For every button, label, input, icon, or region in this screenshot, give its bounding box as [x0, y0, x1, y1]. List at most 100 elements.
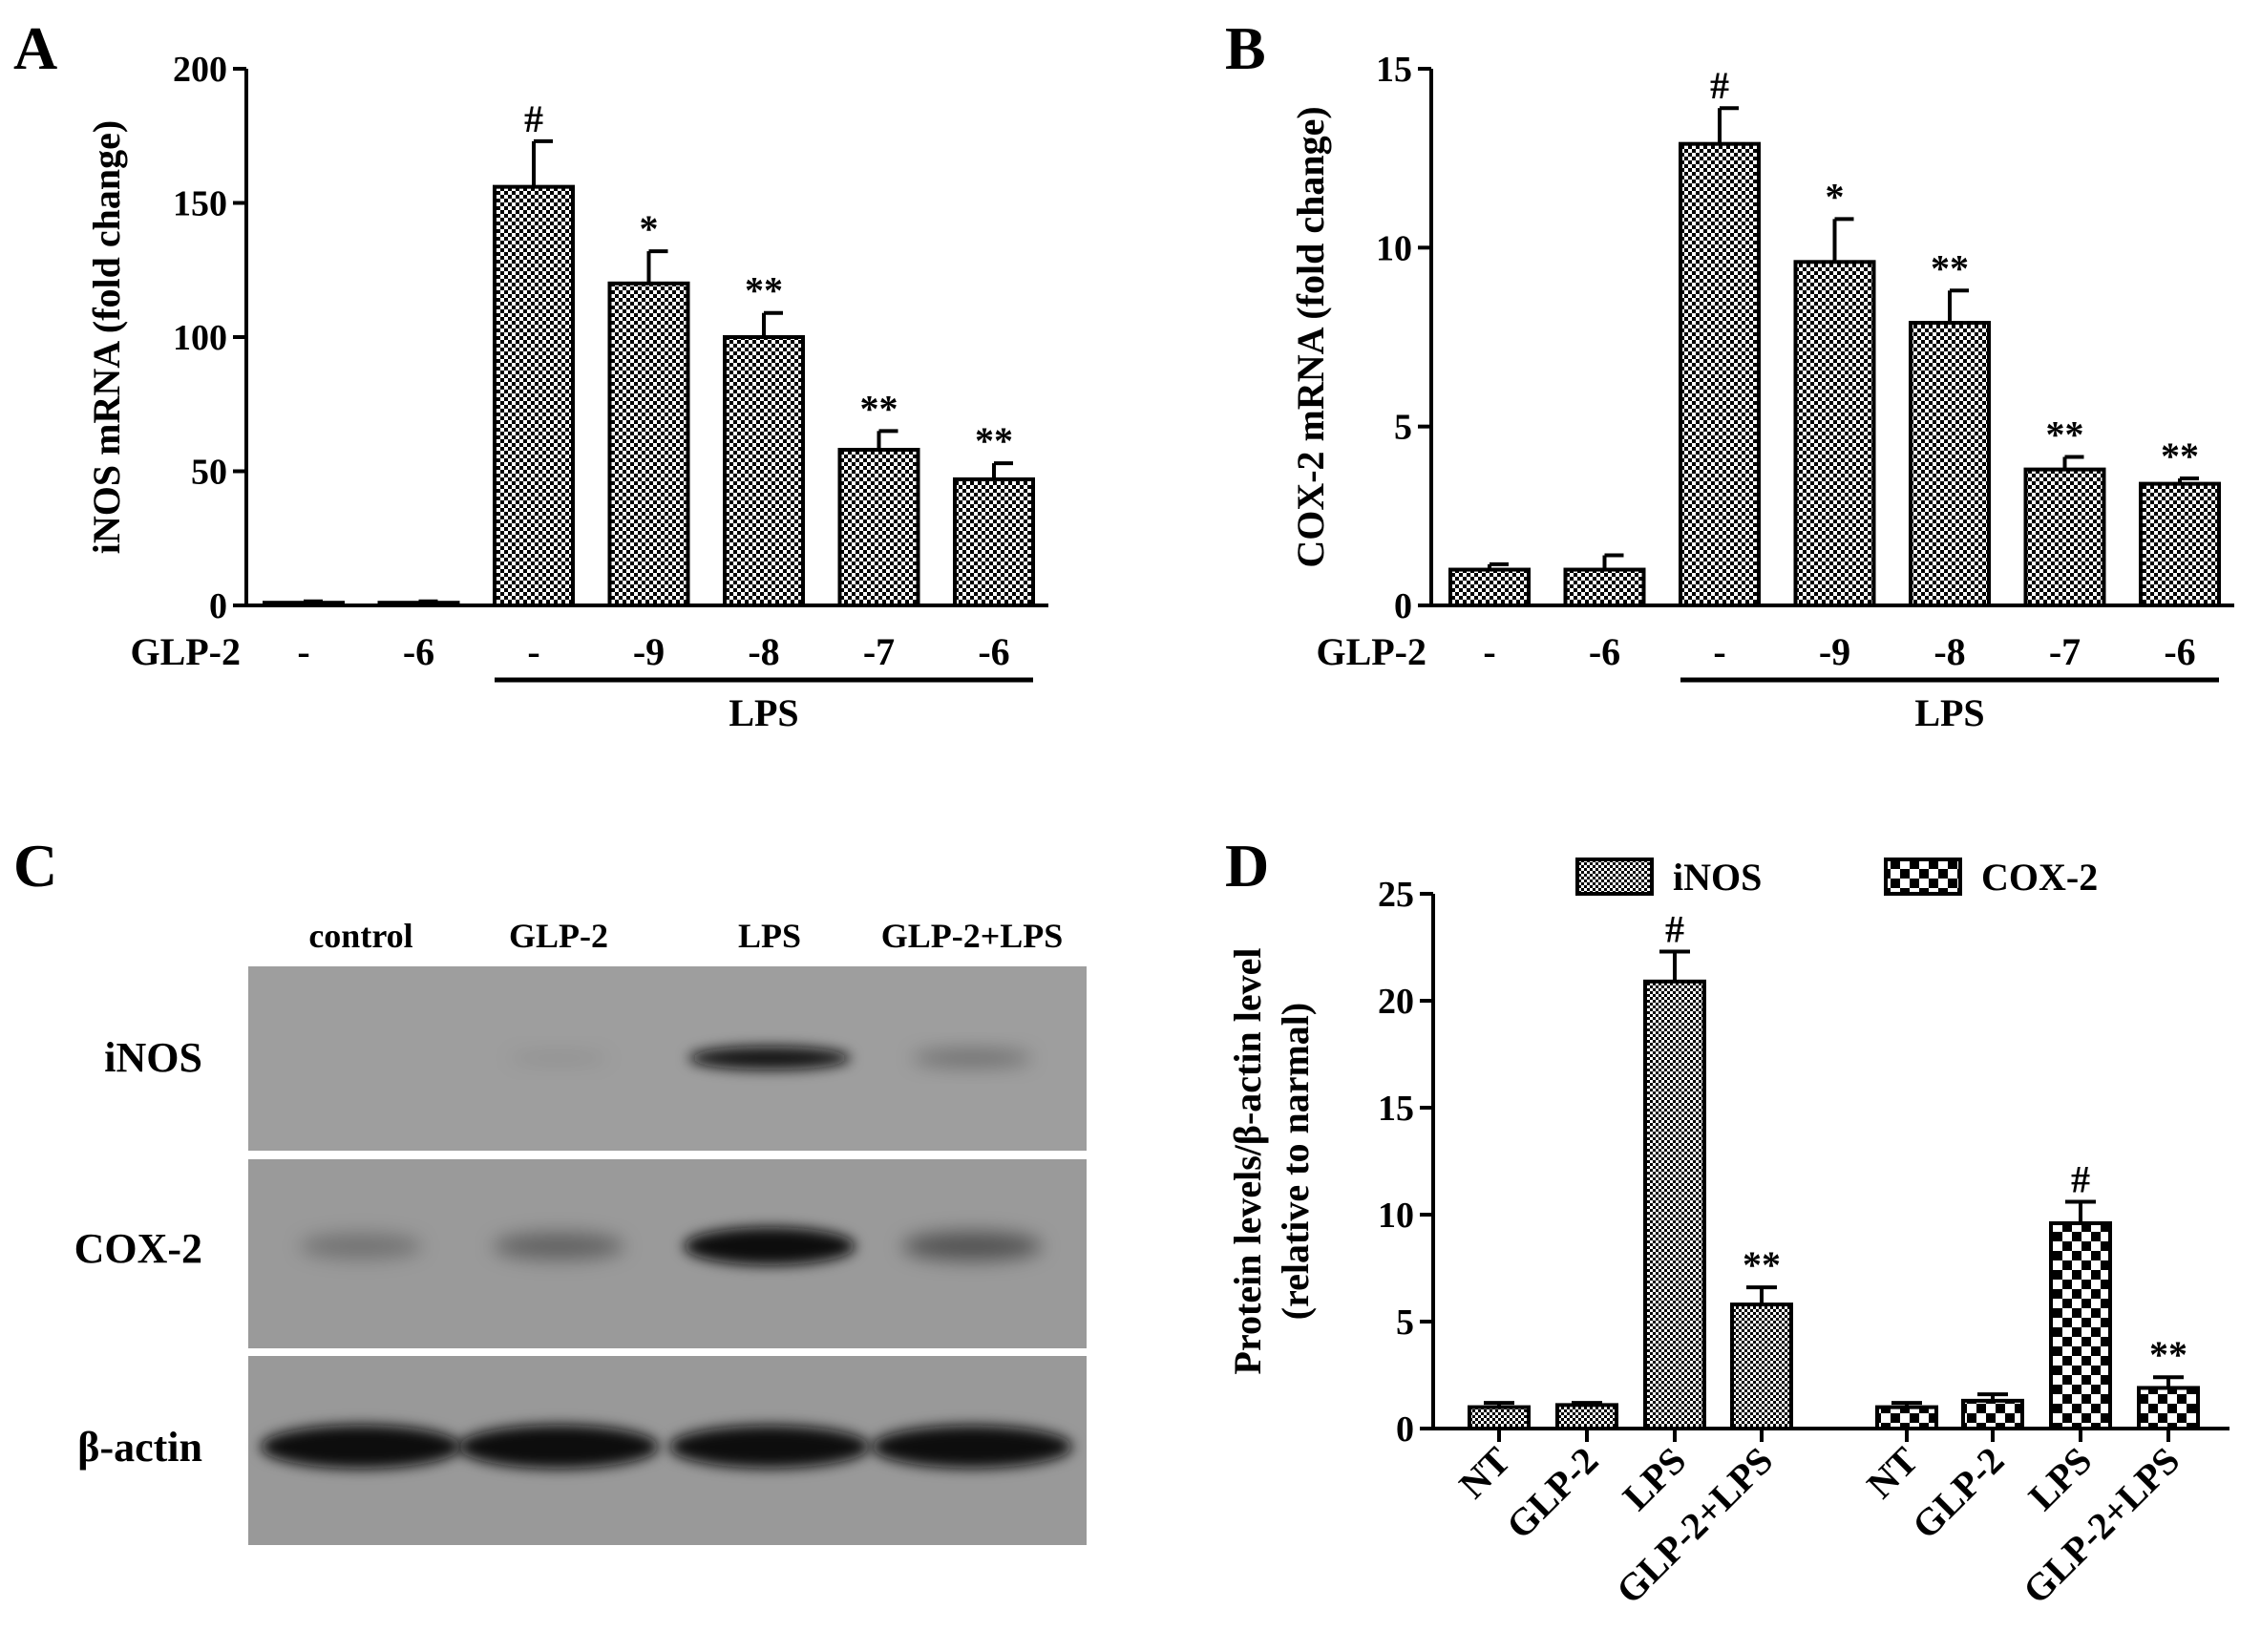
panel-b-significance-mark: * [1826, 175, 1845, 218]
blot-band [684, 1227, 856, 1265]
panel-a-category-label: -9 [633, 630, 665, 673]
panel-d-category-label: GLP-2 [1904, 1439, 2013, 1548]
panel-d-chart: 0 5 10 15 20 25 Protein levels/β-actin level (r… [1226, 856, 2229, 1612]
panel-a-y-tick-label: 50 [191, 453, 227, 493]
panel-d-y-tick-label: 5 [1396, 1303, 1414, 1343]
blot-band [688, 1046, 851, 1070]
panel-a-category-label: - [527, 630, 539, 673]
panel-d-category-label: NT [1450, 1438, 1518, 1506]
panel-b-category-label: -9 [1819, 630, 1850, 673]
panel-a-significance-mark: # [524, 97, 543, 140]
panel-d-legend-swatch [1575, 858, 1654, 896]
panel-c-western-blot: control GLP-2 LPS GLP-2+LPS iNOS COX-2 β… [74, 917, 1087, 1545]
lane-label-glp2: GLP-2 [509, 917, 608, 955]
lane-label-control: control [308, 917, 412, 955]
panel-d-y-tick-label: 15 [1378, 1089, 1414, 1129]
blot-row-label-inos: iNOS [104, 1034, 202, 1081]
blot-row-label-actin: β-actin [77, 1424, 202, 1471]
panel-d-category-label: NT [1858, 1438, 1926, 1506]
panel-b-significance-mark: ** [2161, 434, 2199, 477]
panel-letter-b: B [1225, 14, 1266, 82]
panel-d-bar [1555, 1403, 1618, 1430]
panel-a-bar [837, 448, 920, 607]
panel-b-bar [1679, 141, 1761, 607]
panel-a-category-label: - [297, 630, 309, 673]
panel-letter-c: C [13, 832, 57, 900]
lane-label-lps: LPS [738, 917, 801, 955]
blot-band [669, 1425, 870, 1469]
panel-d-significance-mark: # [1665, 907, 1684, 950]
panel-d-significance-mark: ** [2149, 1333, 2187, 1376]
blot-bands [261, 1046, 1072, 1469]
panel-a-category-label: -8 [748, 630, 779, 673]
blot-band [458, 1425, 659, 1469]
panel-a-row-label: GLP-2 [130, 630, 241, 673]
panel-b-bar [2139, 481, 2221, 608]
panel-b-chart: 0 5 10 15 COX-2 mRNA (fold change) - -6 # - * -9 **… [1289, 50, 2234, 734]
panel-a-bar [953, 477, 1035, 607]
panel-b-category-label: -7 [2049, 630, 2081, 673]
panel-a-category-label: -6 [403, 630, 434, 673]
panel-b-significance-mark: ** [2046, 413, 2084, 456]
panel-d-y-tick-label: 10 [1378, 1196, 1414, 1236]
panel-b-bar [1563, 567, 1646, 607]
panel-d-bar [1643, 979, 1706, 1430]
panel-b-category-label: - [1713, 630, 1725, 673]
panel-d-significance-mark: ** [1743, 1243, 1781, 1286]
blot-band [506, 1050, 611, 1066]
panel-b-bar [2023, 467, 2106, 608]
panel-d-bar [2137, 1386, 2200, 1430]
panel-b-category-label: -8 [1933, 630, 1965, 673]
blot-row-label-cox2: COX-2 [74, 1225, 202, 1272]
panel-a-y-tick-label: 100 [173, 318, 227, 358]
panel-d-legend-label: iNOS [1673, 856, 1762, 899]
blot-band [261, 1425, 461, 1469]
panel-b-row-label: GLP-2 [1316, 630, 1426, 673]
panel-d-y-tick-label: 25 [1378, 875, 1414, 915]
blot-band [901, 1231, 1043, 1261]
lane-label-glp2-lps: GLP-2+LPS [881, 917, 1064, 955]
panel-a-significance-mark: ** [975, 419, 1013, 462]
panel-b-category-label: -6 [1589, 630, 1620, 673]
panel-b-bar [1448, 567, 1531, 607]
panel-a-y-tick-label: 150 [173, 184, 227, 224]
panel-b-y-axis-label: COX-2 mRNA (fold change) [1289, 106, 1332, 567]
panel-b-y-tick-label: 15 [1376, 50, 1412, 90]
panel-a-y-tick-label: 200 [173, 50, 227, 90]
panel-b-significance-mark: ** [1931, 246, 1969, 289]
panel-b-category-label: -6 [2164, 630, 2195, 673]
panel-a-significance-mark: ** [860, 387, 898, 430]
panel-a-bar [607, 281, 690, 607]
panel-a-bar [723, 335, 805, 607]
panel-d-y-tick-label: 20 [1378, 982, 1414, 1022]
panel-b-group-label: LPS [1914, 691, 1984, 734]
panel-d-y-tick-label: 0 [1396, 1409, 1414, 1450]
blot-band [872, 1425, 1072, 1469]
panel-d-bar [1730, 1303, 1793, 1430]
panel-letter-d: D [1225, 832, 1269, 900]
panel-b-y-tick-label: 5 [1394, 408, 1412, 448]
panel-b-significance-mark: # [1710, 64, 1729, 107]
panel-d-category-label: GLP-2+LPS [1608, 1439, 1782, 1613]
panel-d-bar [1468, 1405, 1531, 1430]
panel-a-significance-mark: * [640, 207, 659, 250]
panel-d-category-label: LPS [2020, 1439, 2101, 1519]
panel-a-category-label: -6 [978, 630, 1009, 673]
panel-a-category-label: -7 [863, 630, 895, 673]
panel-a-y-axis-label: iNOS mRNA (fold change) [85, 120, 128, 554]
panel-d-legend-swatch [1884, 858, 1962, 896]
panel-b-y-tick-label: 10 [1376, 228, 1412, 268]
panel-a-significance-mark: ** [745, 269, 783, 312]
panel-a-chart: 0 50 100 150 200 iNOS mRNA (fold change) - -6 # -… [85, 50, 1048, 734]
blot-band [911, 1049, 1033, 1067]
panel-letter-a: A [13, 14, 57, 82]
panel-d-bar [1961, 1398, 2024, 1431]
panel-d-significance-mark: # [2071, 1158, 2090, 1201]
panel-d-bar [1875, 1405, 1938, 1430]
panel-b-bar [1909, 321, 1991, 607]
panel-d-y-axis-label-line1: Protein levels/β-actin level [1226, 948, 1269, 1375]
blot-band [492, 1232, 625, 1260]
panel-a-y-tick-label: 0 [209, 586, 227, 626]
panel-d-y-axis-label-line2: (relative to narmal) [1274, 1003, 1317, 1320]
panel-a-bar [263, 601, 345, 608]
